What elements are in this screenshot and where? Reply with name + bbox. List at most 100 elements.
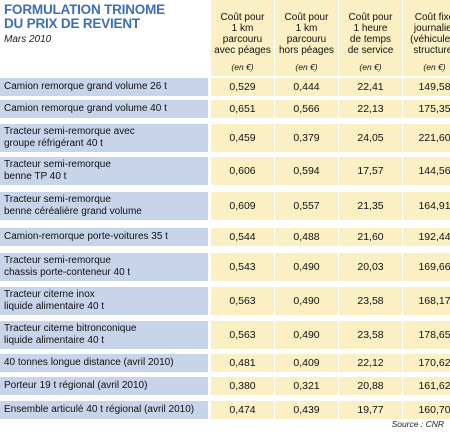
row-label-line: 40 tonnes longue distance (avril 2010): [4, 357, 174, 368]
row-label-line: Tracteur citerne inox: [4, 289, 95, 300]
table-cell: 192,44: [403, 228, 450, 246]
table-cell: 0,490: [275, 287, 338, 315]
column-unit: (en €): [359, 62, 382, 72]
table-cell: 0,481: [211, 354, 274, 372]
row-label-line: Camion remorque grand volume 40 t: [4, 103, 167, 114]
table-cell: 0,563: [211, 321, 274, 349]
row-label: Ensemble articulé 40 t régional (avril 2…: [0, 401, 208, 419]
column-header-line: de temps: [349, 34, 392, 45]
table-cell: 0,379: [275, 124, 338, 152]
row-label-line: Tracteur semi-remorque: [4, 255, 111, 266]
table-cell: 24,05: [339, 124, 402, 152]
table-cell: 22,12: [339, 354, 402, 372]
table-cell: 0,474: [211, 401, 274, 419]
row-label: Tracteur semi-remorque chassis porte-cont…: [0, 253, 208, 281]
table-cell: 221,60: [403, 124, 450, 152]
row-label: Tracteur citerne inox liquide alimentaire…: [0, 287, 208, 315]
row-label-line: Tracteur citerne bitronconique: [4, 323, 137, 334]
table-cell: 0,606: [211, 157, 274, 185]
table-cell: 0,459: [211, 124, 274, 152]
column-header-line: avec péages: [214, 45, 271, 56]
table-cell: 0,651: [211, 100, 274, 118]
column-header-line: 1 km: [295, 23, 318, 34]
column-header: Coût pour 1 km parcouru avec péages (en €): [211, 0, 274, 76]
column-header-line: Coût pour: [284, 12, 329, 23]
table-cell: 0,380: [211, 377, 274, 395]
row-label: 40 tonnes longue distance (avril 2010): [0, 354, 208, 372]
row-label-line: chassis porte-conteneur 40 t: [4, 267, 131, 278]
table-cell: 0,439: [275, 401, 338, 419]
column-header-line: 1 km: [231, 23, 254, 34]
page-title: FORMULATION TRINOME DU PRIX DE REVIENT: [4, 3, 204, 31]
table-cell: 0,563: [211, 287, 274, 315]
table-cell: 21,60: [339, 228, 402, 246]
column-header: Coût pour 1 heure de temps de service (en €): [339, 0, 402, 76]
table-cell: 19,77: [339, 401, 402, 419]
column-header-line: hors péages: [278, 45, 335, 56]
table-cell: 169,66: [403, 253, 450, 281]
table-cell: 17,57: [339, 157, 402, 185]
column-header-line: Coût pour: [348, 12, 393, 23]
table-cell: 144,56: [403, 157, 450, 185]
table-cell: 0,490: [275, 253, 338, 281]
table-cell: 0,490: [275, 321, 338, 349]
row-label: Tracteur citerne bitronconique liquide al…: [0, 321, 208, 349]
table-cell: 23,58: [339, 321, 402, 349]
table-cell: 161,62: [403, 377, 450, 395]
table-cell: 175,35: [403, 100, 450, 118]
table-cell: 0,543: [211, 253, 274, 281]
table-cell: 0,529: [211, 78, 274, 96]
table-cell: 21,35: [339, 192, 402, 220]
row-label-line: liquide alimentaire 40 t: [4, 335, 105, 346]
column-header-line: (véhicule +: [410, 34, 450, 45]
row-label: Camion-remorque porte-voitures 35 t: [0, 228, 208, 246]
column-unit: (en €): [423, 62, 446, 72]
column-header-line: journalier: [413, 23, 450, 34]
column-header-line: parcouru: [286, 34, 327, 45]
column-header: Coût fixejournalier(véhicule +structure)…: [403, 0, 450, 76]
title-line-2: DU PRIX DE REVIENT: [4, 16, 140, 31]
row-label-line: Tracteur semi-remorque avec: [4, 126, 135, 137]
table-cell: 0,444: [275, 78, 338, 96]
table-cell: 170,62: [403, 354, 450, 372]
column-header-line: structure): [413, 45, 450, 56]
table-cell: 178,65: [403, 321, 450, 349]
column-header-line: 1 heure: [353, 23, 388, 34]
table-cell: 0,557: [275, 192, 338, 220]
column-header-line: parcouru: [222, 34, 263, 45]
row-label-line: Ensemble articulé 40 t régional (avril 2…: [4, 404, 195, 415]
source-note: Source : CNR: [391, 419, 444, 429]
table-cell: 168,17: [403, 287, 450, 315]
column-header-line: Coût pour: [220, 12, 265, 23]
table-cell: 149,58: [403, 78, 450, 96]
table-cell: 0,566: [275, 100, 338, 118]
row-label-line: Tracteur semi-remorque: [4, 194, 111, 205]
row-label-line: Camion remorque grand volume 26 t: [4, 81, 167, 92]
table-cell: 0,409: [275, 354, 338, 372]
row-label-line: groupe réfrigérant 40 t: [4, 138, 103, 149]
table-cell: 164,91: [403, 192, 450, 220]
table-cell: 23,58: [339, 287, 402, 315]
table-cell: 160,70: [403, 401, 450, 419]
table-cell: 22,41: [339, 78, 402, 96]
column-header: Coût pour 1 km parcouru hors péages (en €): [275, 0, 338, 76]
table-cell: 0,609: [211, 192, 274, 220]
row-label: Tracteur semi-remorque benne TP 40 t: [0, 157, 208, 185]
row-label-line: benne céréalière grand volume: [4, 206, 142, 217]
table-cell: 22,13: [339, 100, 402, 118]
row-label-line: Porteur 19 t régional (avril 2010): [4, 380, 148, 391]
table-cell: 0,488: [275, 228, 338, 246]
table-cell: 20,03: [339, 253, 402, 281]
row-label-line: benne TP 40 t: [4, 171, 67, 182]
row-label-line: liquide alimentaire 40 t: [4, 301, 105, 312]
title-line-1: FORMULATION TRINOME: [4, 2, 165, 17]
row-label: Tracteur semi-remorque avec groupe réfrig…: [0, 124, 208, 152]
table-cell: 0,321: [275, 377, 338, 395]
table-cell: 20,88: [339, 377, 402, 395]
row-label-line: Tracteur semi-remorque: [4, 159, 111, 170]
row-label: Camion remorque grand volume 40 t: [0, 100, 208, 118]
row-label: Tracteur semi-remorque benne céréalière g…: [0, 192, 208, 220]
subtitle: Mars 2010: [4, 34, 52, 45]
column-unit: (en €): [231, 62, 254, 72]
row-label: Camion remorque grand volume 26 t: [0, 78, 208, 96]
